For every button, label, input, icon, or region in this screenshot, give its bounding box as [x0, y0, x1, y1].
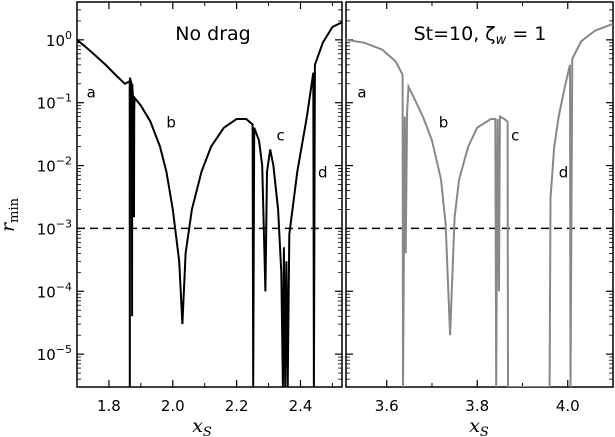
- annotation-label: d: [559, 163, 569, 181]
- left-ticks: 1.8 2.0 2.2 2.4: [76, 1, 342, 415]
- series-line-st10: [346, 22, 613, 387]
- x-axis-label-right: xS: [469, 415, 489, 437]
- x-tick-label: 4.0: [556, 397, 580, 415]
- panel-right-frame: [345, 1, 614, 388]
- y-tick-label: 10−1: [37, 92, 72, 113]
- x-axis-label-left: xS: [192, 415, 212, 437]
- annotation-label: b: [439, 114, 449, 132]
- x-tick-label: 2.0: [161, 397, 185, 415]
- annotation-label: a: [87, 84, 96, 102]
- x-tick-label: 3.8: [465, 397, 489, 415]
- y-axis-label: rmin: [0, 197, 22, 232]
- annotation-label: c: [277, 127, 285, 145]
- left-annotations: a b c d: [87, 84, 328, 182]
- x-tick-label: 2.4: [289, 397, 313, 415]
- right-annotations: a b c d: [357, 84, 568, 182]
- y-tick-labels: 100 10−1 10−2 10−3 10−4 10−5: [37, 29, 72, 364]
- x-tick-label: 2.2: [225, 397, 249, 415]
- panel-left-title: No drag: [175, 23, 250, 45]
- y-tick-label: 10−4: [37, 280, 72, 301]
- x-tick-label: 1.8: [97, 397, 121, 415]
- panel-left-frame: [76, 1, 343, 388]
- panel-right-title: St=10, ζw = 1: [414, 23, 547, 48]
- x-tick-label: 3.6: [375, 397, 399, 415]
- y-tick-label: 10−3: [37, 217, 72, 238]
- panel-right: 3.6 3.8 4.0 St=10, ζw = 1 a b c d xS: [345, 1, 614, 437]
- right-ticks: 3.6 3.8 4.0: [346, 1, 613, 415]
- annotation-label: a: [357, 84, 366, 102]
- series-line-no-drag: [77, 21, 342, 387]
- y-tick-label: 10−2: [37, 155, 72, 176]
- y-tick-label: 100: [46, 29, 72, 50]
- y-tick-label: 10−5: [37, 343, 72, 364]
- annotation-label: b: [166, 114, 176, 132]
- annotation-label: d: [318, 163, 328, 181]
- annotation-label: c: [511, 127, 519, 145]
- panel-left: 1.8 2.0 2.2 2.4 No drag a b c d xS: [76, 1, 343, 437]
